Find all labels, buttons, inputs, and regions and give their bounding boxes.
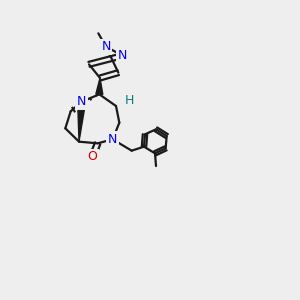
Text: N: N (77, 95, 86, 108)
Polygon shape (78, 101, 86, 142)
Polygon shape (96, 78, 103, 94)
Text: O: O (87, 150, 97, 163)
Text: H: H (124, 94, 134, 106)
Text: N: N (108, 133, 117, 146)
Text: N: N (118, 49, 128, 62)
Text: N: N (101, 40, 111, 53)
